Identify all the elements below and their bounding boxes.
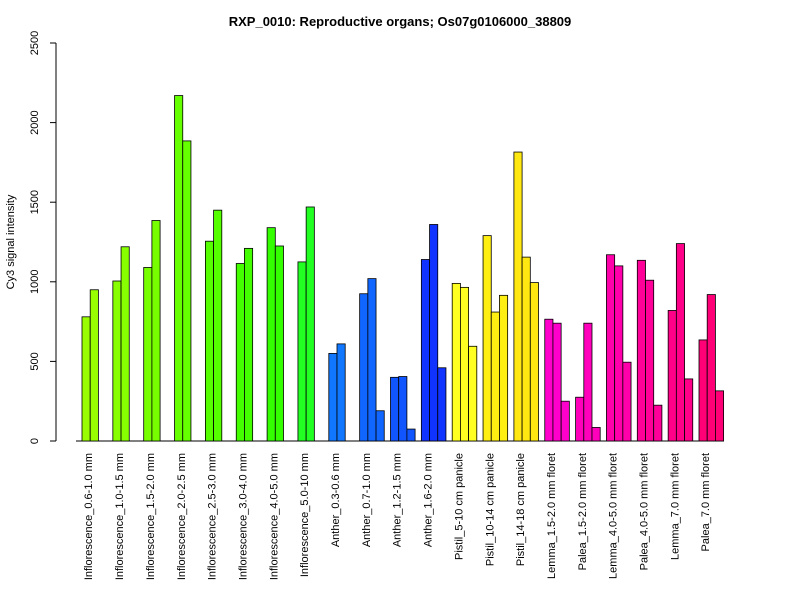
y-axis-label: Cy3 signal intensity	[5, 194, 17, 289]
x-axis-tick-labels: Inflorescence_0.6-1.0 mm Inflorescence_1.…	[83, 453, 712, 580]
x-tick-label: Lemma_4.0-5.0 mm floret	[608, 453, 620, 579]
bar	[143, 267, 153, 442]
x-tick-label: Palea_1.5-2.0 mm floret	[577, 453, 589, 570]
bar	[235, 263, 245, 442]
x-tick-label: Inflorescence_5.0-10 mm	[299, 453, 311, 577]
x-tick-label: Inflorescence_2.5-3.0 mm	[207, 453, 219, 580]
chart-title: RXP_0010: Reproductive organs; Os07g0106…	[229, 14, 572, 29]
bar	[499, 294, 509, 442]
bars	[81, 95, 725, 442]
y-tick-label: 2500	[29, 31, 41, 55]
y-tick-label: 500	[29, 352, 41, 370]
bar	[420, 259, 430, 442]
bar	[468, 345, 478, 442]
x-tick-label: Palea_4.0-5.0 mm floret	[639, 453, 651, 570]
bar	[81, 316, 91, 442]
bar	[521, 256, 531, 442]
bar	[213, 209, 223, 442]
bar	[359, 293, 369, 442]
x-tick-label: Lemma_7.0 mm floret	[669, 453, 681, 560]
y-axis-ticks: 0 500 1000 1500 2000 2500	[29, 31, 56, 444]
bar	[89, 289, 99, 442]
bar	[636, 259, 646, 442]
bar	[151, 220, 161, 442]
bar	[667, 310, 677, 442]
bar	[583, 322, 593, 442]
bar	[437, 367, 447, 442]
bar	[367, 278, 377, 442]
bar	[645, 279, 655, 442]
bar	[622, 361, 632, 442]
x-tick-label: Pistil_14-18 cm panicle	[515, 453, 527, 566]
x-tick-label: Anther_0.3-0.6 mm	[330, 453, 342, 547]
x-tick-label: Inflorescence_1.5-2.0 mm	[145, 453, 157, 580]
bar	[406, 428, 416, 442]
bar	[606, 254, 616, 442]
y-tick-label: 0	[29, 438, 41, 444]
bar	[336, 343, 346, 442]
bar	[684, 378, 694, 442]
bar	[529, 282, 539, 442]
bar	[398, 376, 408, 442]
bar	[244, 247, 254, 442]
x-tick-label: Palea_7.0 mm floret	[700, 453, 712, 551]
bar	[120, 246, 130, 442]
bar	[204, 240, 214, 442]
bar	[552, 322, 562, 442]
bar	[715, 390, 725, 442]
x-tick-label: Anther_1.2-1.5 mm	[392, 453, 404, 547]
bar	[675, 243, 685, 442]
bar	[459, 286, 469, 442]
x-tick-label: Pistil_5-10 cm panicle	[453, 453, 465, 560]
y-tick-label: 1000	[29, 270, 41, 294]
y-tick-label: 1500	[29, 190, 41, 214]
x-tick-label: Pistil_10-14 cm panicle	[484, 453, 496, 566]
x-tick-label: Anther_0.7-1.0 mm	[361, 453, 373, 547]
bar	[544, 318, 554, 442]
x-tick-label: Inflorescence_3.0-4.0 mm	[237, 453, 249, 580]
bar	[698, 339, 708, 442]
bar	[451, 282, 461, 442]
x-tick-label: Inflorescence_2.0-2.5 mm	[176, 453, 188, 580]
bar	[390, 376, 400, 442]
x-tick-label: Lemma_1.5-2.0 mm floret	[546, 453, 558, 579]
bar	[266, 227, 276, 442]
x-tick-label: Inflorescence_0.6-1.0 mm	[83, 453, 95, 580]
bar	[706, 294, 716, 442]
bar	[614, 265, 624, 442]
bar	[575, 396, 585, 442]
bar	[560, 400, 570, 442]
bar	[328, 353, 338, 442]
bar	[653, 404, 663, 442]
x-tick-label: Inflorescence_1.0-1.5 mm	[114, 453, 126, 580]
bar	[490, 311, 500, 442]
bar	[305, 206, 315, 442]
bar	[429, 224, 439, 442]
bar	[375, 410, 385, 442]
bar	[591, 427, 601, 442]
bar	[274, 245, 284, 442]
bar	[297, 261, 307, 442]
x-tick-label: Anther_1.6-2.0 mm	[423, 453, 435, 547]
x-tick-label: Inflorescence_4.0-5.0 mm	[268, 453, 280, 580]
bar	[112, 280, 122, 442]
bar	[182, 140, 192, 442]
y-tick-label: 2000	[29, 110, 41, 134]
bar	[513, 151, 523, 442]
bar	[482, 235, 492, 442]
bar	[174, 95, 184, 442]
